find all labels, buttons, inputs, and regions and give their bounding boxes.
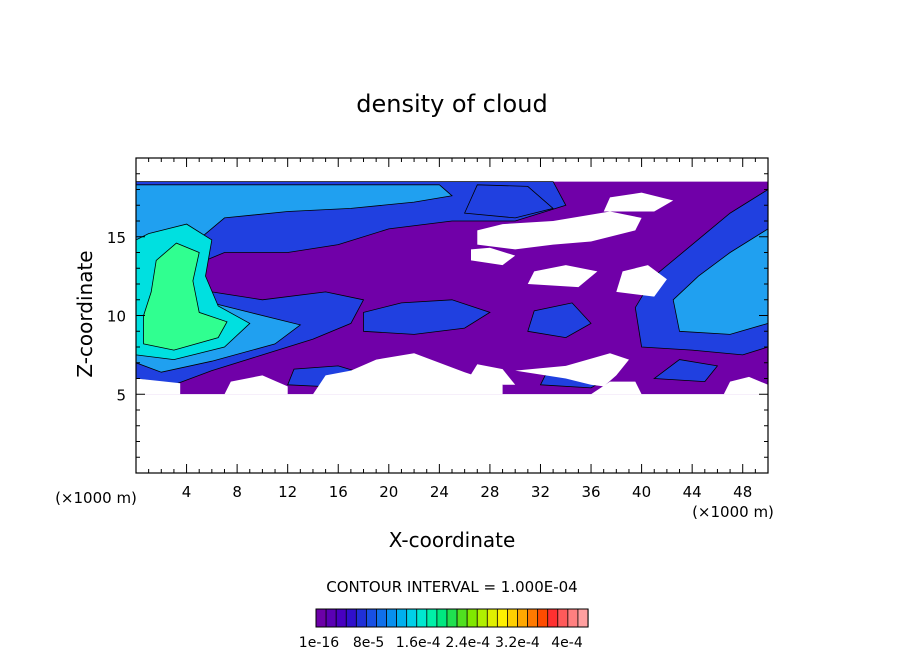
colorbar-swatch xyxy=(466,608,478,628)
colorbar-swatch xyxy=(517,608,529,628)
colorbar-swatch xyxy=(476,608,488,628)
colorbar-swatch xyxy=(507,608,519,628)
x-tick-label: 40 xyxy=(632,483,651,501)
x-tick-label: 16 xyxy=(329,483,348,501)
clear-region-7 xyxy=(723,376,768,395)
colorbar-swatch xyxy=(496,608,508,628)
cloud-region-green-4 xyxy=(143,242,228,351)
colorbar-label: 2.4e-4 xyxy=(445,635,490,651)
clear-region-5 xyxy=(515,353,629,387)
colorbar-swatch xyxy=(547,608,559,628)
clear-region-8 xyxy=(471,247,516,266)
colorbar-swatch xyxy=(396,608,408,628)
clear-region-4 xyxy=(464,364,516,385)
cloud-density-field xyxy=(136,181,768,473)
colorbar-swatch xyxy=(456,608,468,628)
y-axis-label: Z-coordinate xyxy=(73,250,97,377)
y-tick-label: 10 xyxy=(107,308,126,326)
x-unit-label-left: (×1000 m) xyxy=(55,489,137,507)
clear-region-0 xyxy=(136,394,768,473)
cloud-region-blue-8 xyxy=(527,302,592,339)
colorbar-swatch xyxy=(335,608,347,628)
colorbar-swatch xyxy=(577,608,589,628)
x-tick-label: 36 xyxy=(581,483,600,501)
y-tick-label: 5 xyxy=(116,386,126,404)
clear-region-12 xyxy=(527,265,598,288)
x-tick-label: 28 xyxy=(480,483,499,501)
colorbar-swatch xyxy=(345,608,357,628)
colorbar-swatch xyxy=(486,608,498,628)
x-tick-label: 44 xyxy=(683,483,702,501)
clear-region-11 xyxy=(616,265,667,297)
colorbar-label: 1e-16 xyxy=(299,635,339,651)
x-tick-label: 12 xyxy=(278,483,297,501)
clear-region-3 xyxy=(313,353,503,395)
cloud-region-blue-12 xyxy=(464,184,554,219)
y-tick-label: 15 xyxy=(107,229,126,247)
colorbar-swatch xyxy=(315,608,327,628)
clear-region-9 xyxy=(477,211,642,250)
colorbar-swatch xyxy=(355,608,367,628)
x-unit-label-right: (×1000 m) xyxy=(692,503,774,521)
colorbar-swatch xyxy=(446,608,458,628)
cloud-region-light_blue-6 xyxy=(672,228,768,335)
colorbar-swatch xyxy=(436,608,448,628)
x-tick-label: 32 xyxy=(531,483,550,501)
colorbar-swatch xyxy=(567,608,579,628)
colorbar-label: 8e-5 xyxy=(353,635,384,651)
x-tick-label: 20 xyxy=(379,483,398,501)
x-tick-label: 8 xyxy=(232,483,242,501)
contour-interval-note: CONTOUR INTERVAL = 1.000E-04 xyxy=(326,578,577,596)
chart-title: density of cloud xyxy=(356,90,547,118)
colorbar-swatch xyxy=(406,608,418,628)
colorbar-swatch xyxy=(527,608,539,628)
cloud-region-blue-7 xyxy=(363,299,491,335)
x-axis-label: X-coordinate xyxy=(389,528,516,552)
colorbar-swatch xyxy=(386,608,398,628)
x-tick-label: 48 xyxy=(733,483,752,501)
x-tick-label: 24 xyxy=(430,483,449,501)
colorbar-swatch xyxy=(416,608,428,628)
colorbar-label: 4e-4 xyxy=(551,635,583,651)
colorbar-swatch xyxy=(557,608,569,628)
colorbar-frame xyxy=(315,608,589,628)
colorbar-swatch xyxy=(325,608,337,628)
clear-region-1 xyxy=(136,378,181,395)
colorbar-label: 3.2e-4 xyxy=(495,635,540,651)
colorbar-label: 1.6e-4 xyxy=(396,635,441,651)
colorbar-swatch xyxy=(376,608,388,628)
colorbar-swatch xyxy=(537,608,549,628)
clear-region-10 xyxy=(603,192,674,212)
clear-region-2 xyxy=(224,375,288,395)
cloud-region-blue-11 xyxy=(653,359,719,383)
colorbar-swatch xyxy=(365,608,378,628)
clear-region-6 xyxy=(591,381,642,395)
colorbar: 1e-16 8e-5 1.6e-4 2.4e-4 3.2e-4 4e-4 xyxy=(299,608,589,651)
colorbar-swatch xyxy=(426,608,438,628)
x-tick-label: 4 xyxy=(182,483,192,501)
